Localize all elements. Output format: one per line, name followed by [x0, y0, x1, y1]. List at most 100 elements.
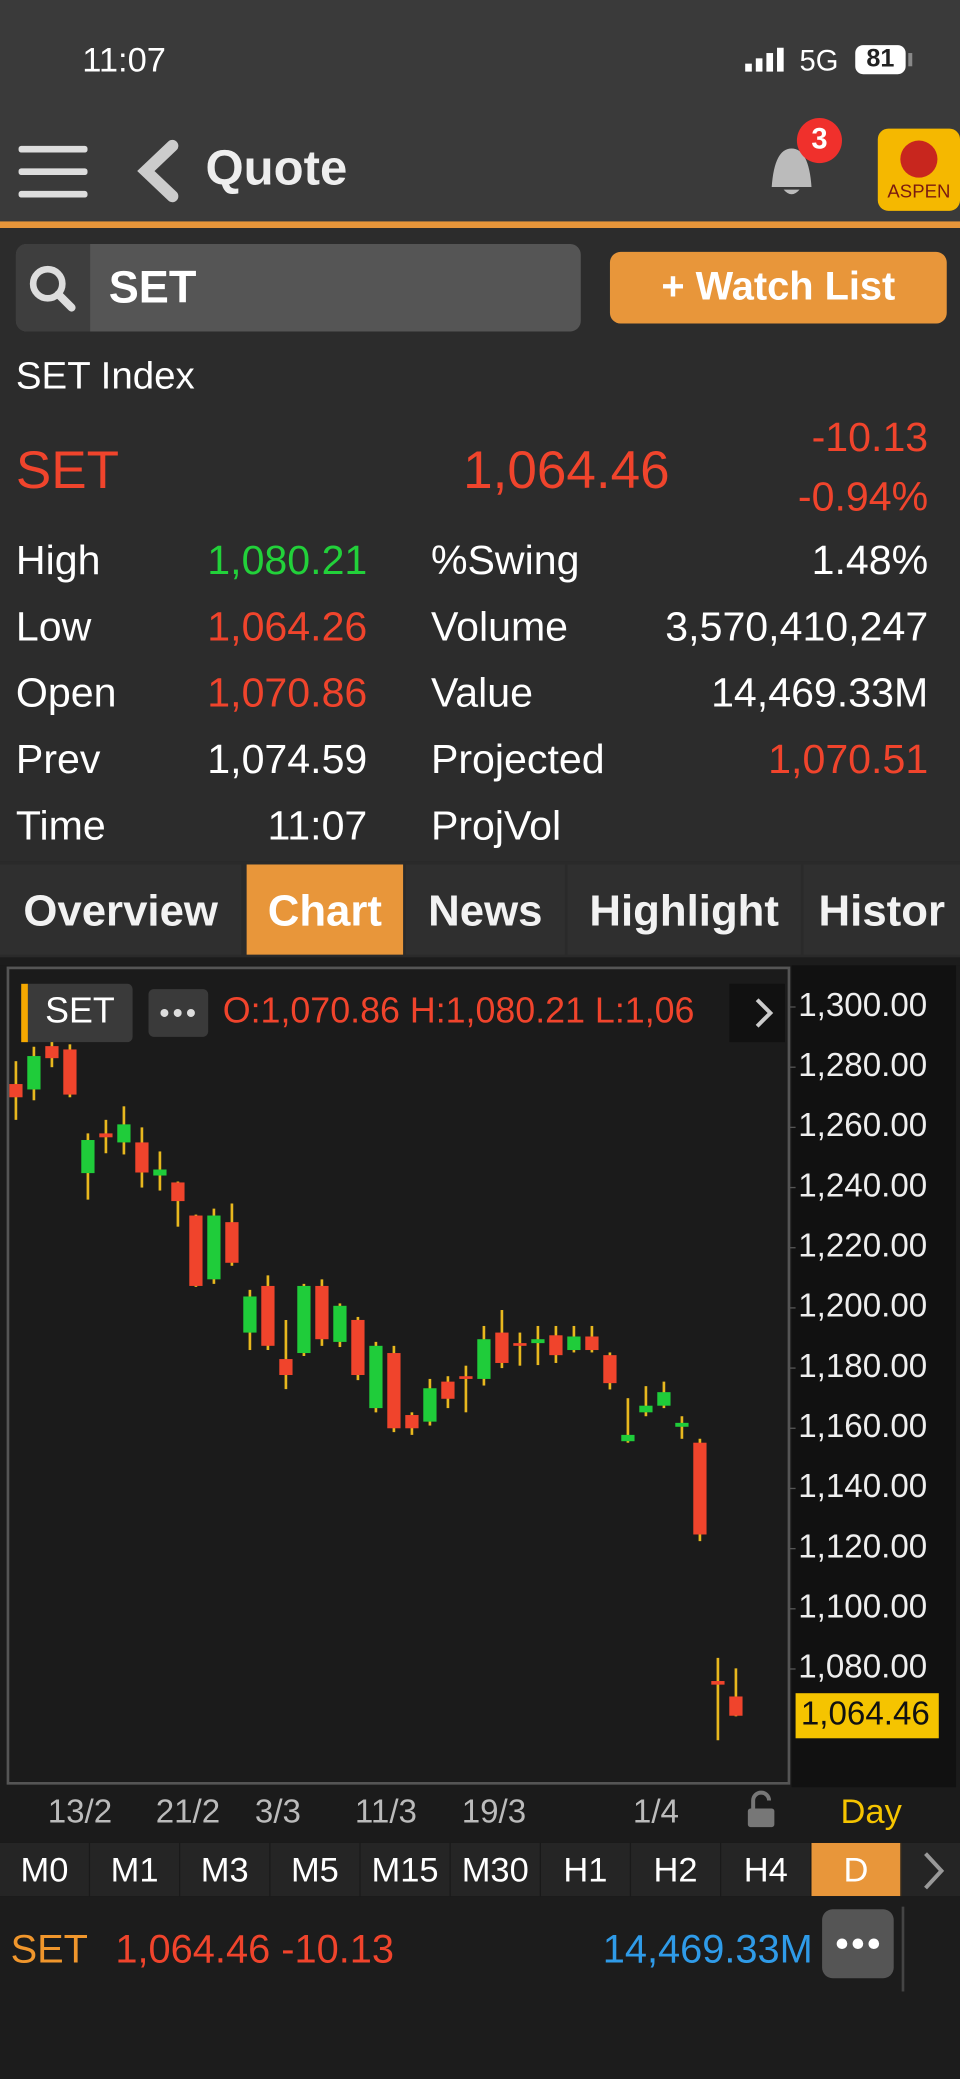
candle-body — [531, 1339, 545, 1344]
candle-body — [243, 1296, 257, 1333]
candle-body — [99, 1133, 113, 1138]
last-price: 1,064.46 — [463, 441, 670, 500]
symbol-chip-bar — [21, 983, 28, 1043]
candle-body — [495, 1332, 509, 1363]
x-tick-label: 19/3 — [462, 1794, 526, 1831]
stat-label: ProjVol — [430, 802, 562, 849]
bell-icon[interactable] — [771, 148, 812, 195]
tab[interactable]: News — [405, 864, 565, 955]
y-tick-label: 1,140.00 — [798, 1468, 927, 1505]
watch-list-button[interactable]: + Watch List — [609, 251, 947, 324]
stat-label: Low — [15, 603, 92, 650]
candle-body — [567, 1336, 581, 1351]
stat-label: Projected — [430, 735, 605, 783]
timeframe[interactable]: H1 — [540, 1842, 632, 1897]
footer-divider — [901, 1906, 905, 1992]
chip-menu-dot — [173, 1009, 182, 1017]
stat-value: 3,570,410,247 — [665, 603, 929, 650]
change-pct: -0.94% — [797, 473, 929, 520]
timeframe-scroll-arrow[interactable] — [915, 1848, 955, 1893]
timeframe[interactable]: M30 — [450, 1842, 541, 1897]
candle-body — [333, 1305, 347, 1342]
ohlc-fade — [729, 983, 785, 1043]
candle-body — [621, 1434, 635, 1442]
tab[interactable]: Highlight — [567, 864, 801, 955]
stat-label: Time — [15, 802, 106, 849]
last-price-label: 1,064.46 — [801, 1695, 930, 1732]
stat-value: 14,469.33M — [711, 669, 929, 716]
chip-menu-dot — [186, 1009, 195, 1017]
ohlc-summary: O:1,070.86 H:1,080.21 L:1,06 — [223, 990, 695, 1030]
y-tick-label: 1,260.00 — [798, 1107, 927, 1144]
candle-body — [135, 1142, 149, 1173]
stat-value: 1,064.26 — [207, 603, 368, 650]
stat-label: Prev — [15, 735, 101, 783]
search-query[interactable]: SET — [108, 262, 197, 313]
timeframe[interactable]: M15 — [360, 1842, 451, 1897]
y-tick-label: 1,240.00 — [798, 1167, 927, 1204]
candle-body — [549, 1335, 563, 1356]
timeframe[interactable]: M1 — [90, 1842, 181, 1897]
candle-body — [441, 1381, 455, 1399]
candle-body — [657, 1392, 671, 1406]
back-icon[interactable] — [137, 139, 179, 203]
tab[interactable]: Histor — [803, 864, 960, 955]
candle-body — [297, 1285, 311, 1354]
candle-body — [261, 1285, 275, 1346]
y-tick-label: 1,180.00 — [798, 1348, 927, 1385]
timeframe[interactable]: H4 — [721, 1842, 812, 1897]
candle-body — [729, 1696, 743, 1716]
footer-value: 14,469.33M — [602, 1927, 813, 1972]
stat-label: Open — [15, 669, 117, 716]
candle-body — [423, 1388, 437, 1422]
candle-body — [45, 1046, 59, 1059]
battery-icon — [855, 45, 906, 75]
timeframe[interactable]: M0 — [0, 1842, 91, 1897]
candle-body — [459, 1376, 473, 1379]
tab[interactable]: Overview — [0, 864, 242, 955]
menu-icon[interactable] — [18, 145, 88, 198]
x-tick-label: 21/2 — [156, 1794, 220, 1831]
candle-body — [27, 1056, 41, 1090]
candlestick-chart: 1,300.00 1,280.00 1,260.00 1,240.00 1,220.00… — [0, 965, 960, 1843]
search-icon-box — [15, 243, 91, 332]
timeframe[interactable]: H2 — [631, 1842, 722, 1897]
network: 5G — [799, 43, 839, 77]
stat-value: 1.48% — [811, 536, 929, 584]
logo-globe — [900, 140, 938, 178]
x-tick-label: 11/3 — [355, 1794, 417, 1831]
y-tick-label: 1,220.00 — [798, 1227, 927, 1264]
tab[interactable]: Chart — [246, 864, 404, 955]
quote-panel — [0, 228, 960, 862]
symbol-chip — [21, 983, 133, 1043]
signal-icon — [745, 47, 784, 72]
battery-tip — [908, 53, 913, 67]
header-divider — [0, 221, 960, 229]
candle-body — [693, 1442, 707, 1535]
candle-body — [477, 1339, 491, 1379]
stat-value: 11:07 — [267, 802, 368, 849]
price-axis-panel — [791, 965, 957, 1788]
candle-body — [63, 1049, 77, 1095]
candle-body — [117, 1124, 131, 1143]
lock-shackle — [751, 1790, 772, 1809]
candle-body — [279, 1359, 293, 1376]
badge-count: 3 — [811, 121, 828, 156]
timeframe[interactable]: M5 — [270, 1842, 361, 1897]
stat-value: 1,070.86 — [207, 669, 368, 716]
candle-body — [81, 1140, 95, 1174]
header-icons — [18, 45, 960, 211]
stat-label: High — [15, 536, 101, 584]
candle-body — [189, 1215, 203, 1286]
timeframe[interactable]: M3 — [180, 1842, 271, 1897]
search-icon — [29, 265, 76, 312]
status-time: 11:07 — [82, 39, 166, 80]
candle-body — [153, 1169, 167, 1176]
candle-body — [315, 1285, 329, 1340]
stat-label: Volume — [430, 603, 569, 650]
search-box[interactable] — [15, 243, 581, 332]
timeframe[interactable]: D — [811, 1842, 902, 1897]
y-tick-label: 1,160.00 — [798, 1408, 927, 1445]
battery-level: 81 — [866, 45, 895, 73]
